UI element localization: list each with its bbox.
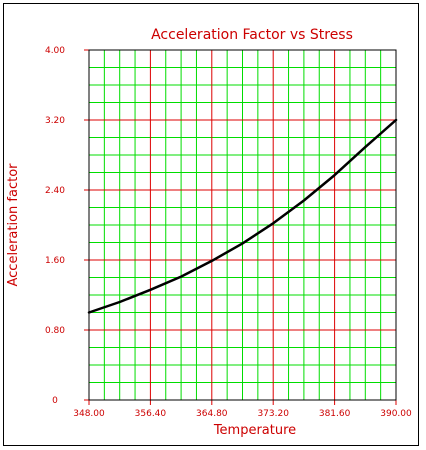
y-tick-labels: 0 0.80 1.60 2.40 3.20 4.00 xyxy=(45,46,65,406)
chart-title: Acceleration Factor vs Stress xyxy=(151,27,353,43)
y-tick-label: 4.00 xyxy=(45,46,65,56)
y-tick-label: 3.20 xyxy=(45,116,65,126)
plot-border xyxy=(88,49,397,401)
x-tick-labels: 348.00 356.40 364.80 373.20 381.60 390.00 xyxy=(73,409,412,419)
major-grid xyxy=(84,49,397,405)
x-tick-label: 364.80 xyxy=(196,409,228,419)
y-tick-label: 1.60 xyxy=(45,256,65,266)
series-group xyxy=(87,118,398,314)
x-tick-label: 373.20 xyxy=(257,409,289,419)
x-tick-label: 356.40 xyxy=(135,409,167,419)
x-tick-label: 348.00 xyxy=(73,409,105,419)
x-tick-label: 381.60 xyxy=(319,409,351,419)
minor-grid xyxy=(89,50,396,400)
y-tick-label: 0 xyxy=(52,396,58,406)
x-tick-label: 390.00 xyxy=(380,409,412,419)
y-tick-label: 0.80 xyxy=(45,326,65,336)
y-axis-title: Acceleration factor xyxy=(6,163,21,287)
y-tick-label: 2.40 xyxy=(45,186,65,196)
x-axis-title: Temperature xyxy=(213,423,296,438)
series-line xyxy=(87,118,398,314)
